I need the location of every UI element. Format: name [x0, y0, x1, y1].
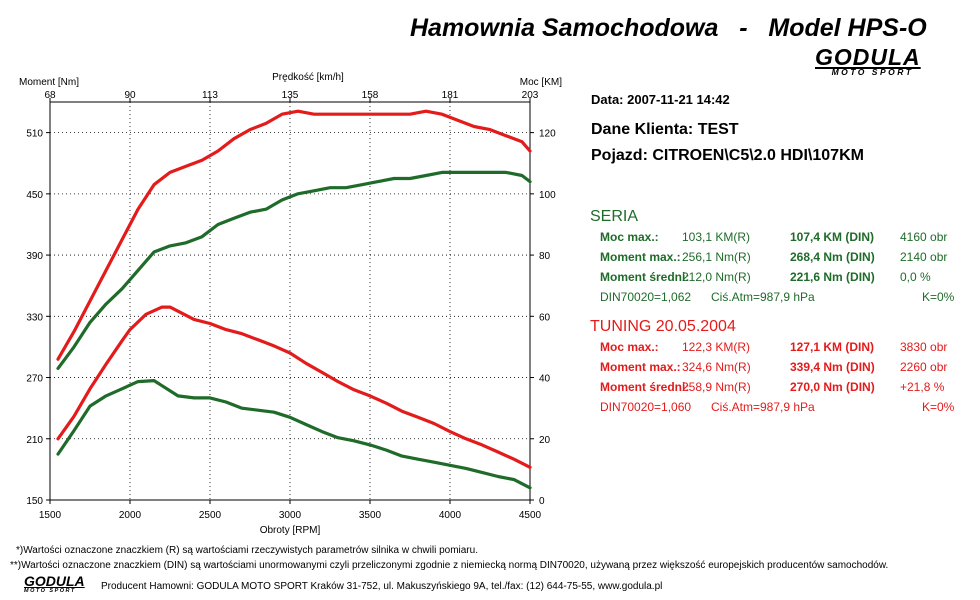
din-factor: DIN70020=1,060	[600, 400, 692, 414]
footer-logo-subtext: MOTO SPORT	[24, 588, 76, 594]
row-extra-value: 4160 obr	[900, 230, 948, 244]
y-left-tick-label: 270	[26, 374, 43, 385]
y-left-tick-label: 450	[26, 190, 43, 201]
footer-logo-text: GODULA	[24, 573, 85, 589]
row-label: Moc max.:	[600, 340, 659, 354]
row-din-value: 339,4 Nm (DIN)	[790, 360, 875, 374]
x-tick-label: 4000	[439, 510, 462, 521]
k-factor: K=0%	[922, 400, 955, 414]
top-tick-label: 68	[44, 90, 56, 101]
y-right-tick-label: 0	[539, 496, 545, 507]
y-left-tick-label: 390	[26, 251, 43, 262]
client-name: Dane Klienta: TEST	[591, 121, 739, 138]
x-tick-label: 1500	[39, 510, 62, 521]
y-left-tick-label: 150	[26, 496, 43, 507]
logo-subtext: MOTO SPORT	[831, 67, 914, 77]
row-din-value: 221,6 Nm (DIN)	[790, 270, 875, 284]
row-real-value: 212,0 Nm(R)	[682, 270, 751, 284]
footnote-din: **)Wartości oznaczone znaczkiem (DIN) są…	[10, 560, 889, 571]
y-right-tick-label: 80	[539, 251, 551, 262]
seria-torque-curve	[56, 379, 532, 490]
top-tick-label: 203	[522, 90, 539, 101]
top-tick-label: 90	[124, 90, 136, 101]
row-label: Moment średni:	[600, 380, 690, 394]
row-label: Moment max.:	[600, 250, 681, 264]
x-axis-label: Obroty [RPM]	[260, 525, 321, 536]
x-tick-label: 4500	[519, 510, 542, 521]
page-title: Hamownia Samochodowa - Model HPS-O	[410, 14, 927, 42]
footnote-real: *)Wartości oznaczone znaczkiem (R) są wa…	[16, 545, 478, 556]
y-right-tick-label: 40	[539, 374, 551, 385]
row-din-value: 268,4 Nm (DIN)	[790, 250, 875, 264]
godula-logo: GODULA MOTO SPORT	[815, 44, 930, 77]
x-tick-label: 2500	[199, 510, 222, 521]
top-tick-label: 135	[282, 90, 299, 101]
x-tick-label: 2000	[119, 510, 142, 521]
atm-pressure: Ciś.Atm=987,9 hPa	[711, 400, 815, 414]
row-extra-value: 3830 obr	[900, 340, 948, 354]
row-extra-value: 0,0 %	[900, 270, 931, 284]
row-real-value: 122,3 KM(R)	[682, 340, 751, 354]
x-tick-label: 3500	[359, 510, 382, 521]
tuning-torque-curve	[56, 305, 532, 469]
row-extra-value: +21,8 %	[900, 380, 945, 394]
y-right-tick-label: 60	[539, 312, 551, 323]
y-right-tick-label: 100	[539, 190, 556, 201]
din-factor: DIN70020=1,062	[600, 290, 692, 304]
row-real-value: 103,1 KM(R)	[682, 230, 751, 244]
row-label: Moc max.:	[600, 230, 659, 244]
top-tick-label: 113	[202, 90, 218, 101]
y-left-tick-label: 330	[26, 312, 43, 323]
tuning-power-curve	[56, 109, 532, 361]
row-label: Moment średni:	[600, 270, 690, 284]
vehicle-name: Pojazd: CITROEN\C5\2.0 HDI\107KM	[591, 147, 864, 164]
y-left-tick-label: 210	[26, 435, 43, 446]
row-real-value: 256,1 Nm(R)	[682, 250, 751, 264]
x-tick-label: 3000	[279, 510, 302, 521]
row-real-value: 258,9 Nm(R)	[682, 380, 751, 394]
y-left-tick-label: 510	[26, 129, 43, 140]
plot-area-border	[49, 101, 531, 501]
logo-text: GODULA	[815, 44, 921, 70]
producer-info: Producent Hamowni: GODULA MOTO SPORT Kra…	[101, 581, 663, 592]
row-extra-value: 2260 obr	[900, 360, 948, 374]
x-top-axis-label: Prędkość [km/h]	[272, 72, 344, 83]
seria-title: SERIA	[590, 208, 639, 225]
row-din-value: 127,1 KM (DIN)	[790, 340, 875, 354]
measurement-date: Data: 2007-11-21 14:42	[591, 92, 730, 107]
top-tick-label: 181	[442, 90, 459, 101]
row-din-value: 107,4 KM (DIN)	[790, 230, 875, 244]
y-right-tick-label: 120	[539, 129, 556, 140]
atm-pressure: Ciś.Atm=987,9 hPa	[711, 290, 815, 304]
row-label: Moment max.:	[600, 360, 681, 374]
tuning-title: TUNING 20.05.2004	[590, 318, 736, 335]
seria-power-curve	[56, 170, 532, 370]
k-factor: K=0%	[922, 290, 955, 304]
footer-logo: GODULA MOTO SPORT	[24, 573, 96, 595]
y-right-tick-label: 20	[539, 435, 551, 446]
top-tick-label: 158	[362, 90, 379, 101]
row-real-value: 324,6 Nm(R)	[682, 360, 751, 374]
y-left-axis-label: Moment [Nm]	[19, 77, 80, 88]
row-extra-value: 2140 obr	[900, 250, 948, 264]
y-right-axis-label: Moc [KM]	[519, 77, 562, 88]
row-din-value: 270,0 Nm (DIN)	[790, 380, 875, 394]
